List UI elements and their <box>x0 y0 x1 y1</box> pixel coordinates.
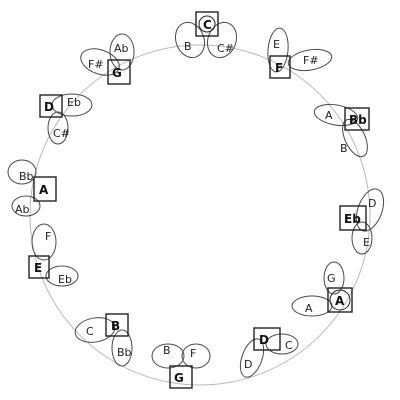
main-box <box>107 59 131 85</box>
main-box <box>344 107 370 131</box>
node-main-label: C <box>203 18 212 32</box>
node-upper-left: D Eb C# <box>39 93 93 145</box>
node-bottom-label: B <box>340 142 348 155</box>
node-right-label: Eb <box>58 273 72 286</box>
node-main-label: G <box>174 371 184 385</box>
node-right-label: C <box>285 339 293 352</box>
node-main-label: Bb <box>349 113 367 127</box>
node-main-label: Eb <box>344 212 361 226</box>
main-box <box>339 205 367 231</box>
node-right-label: Eb <box>67 96 81 109</box>
node-left-label: A <box>325 109 333 122</box>
node-upper-right: F E F# <box>267 27 333 79</box>
node-main-label: F <box>275 61 283 75</box>
node-bottom-label: C# <box>53 127 70 140</box>
main-box <box>269 55 291 79</box>
node-right-label: F# <box>303 54 319 67</box>
node-top-label: Bb <box>19 170 34 183</box>
node-main-label: E <box>34 261 42 275</box>
main-circle <box>29 44 371 386</box>
node-left-label: A <box>305 302 313 315</box>
node-lower-left: B C Bb <box>74 313 133 367</box>
node-top-label: G <box>327 272 336 285</box>
node-right-top: Bb A B <box>313 103 370 158</box>
node-main-label: A <box>39 183 49 197</box>
node-top-left: G F# Ab <box>80 33 135 85</box>
node-top-label: F <box>190 347 196 360</box>
node-main-label: G <box>112 66 122 80</box>
node-bottom-label: Ab <box>15 203 30 216</box>
node-bottom-label: E <box>363 236 370 249</box>
node-left-bottom: E F Eb <box>28 223 79 287</box>
node-left-label: F# <box>88 58 104 71</box>
node-extra-label: B <box>163 344 171 357</box>
node-main-label: D <box>259 333 269 347</box>
node-main-label: A <box>335 294 345 308</box>
main-box <box>39 94 63 118</box>
node-left: A Bb Ab <box>7 159 57 217</box>
node-lower-right: A G A <box>291 261 353 317</box>
node-right-label: C# <box>217 42 234 55</box>
main-box <box>169 365 193 389</box>
main-box <box>253 327 281 351</box>
node-top-label: F <box>45 230 51 243</box>
main-box <box>327 287 353 313</box>
node-left-label: D <box>244 358 252 371</box>
node-left-label: C <box>86 325 94 338</box>
node-main-label: D <box>44 100 54 114</box>
node-right: Eb D E <box>339 188 385 255</box>
node-bottom-label: Bb <box>117 346 132 359</box>
node-top-label: Ab <box>114 42 129 55</box>
node-bottom-right: D D C <box>239 327 299 378</box>
main-box <box>28 255 50 279</box>
main-box <box>33 176 57 202</box>
node-bottom: G B F <box>151 343 211 389</box>
node-top-label: D <box>368 197 376 210</box>
node-top: C B C# <box>174 11 238 59</box>
node-left-label: B <box>184 40 192 53</box>
node-main-label: B <box>111 319 120 333</box>
main-box <box>105 313 129 337</box>
main-box <box>195 11 219 37</box>
node-top-label: E <box>273 38 280 51</box>
